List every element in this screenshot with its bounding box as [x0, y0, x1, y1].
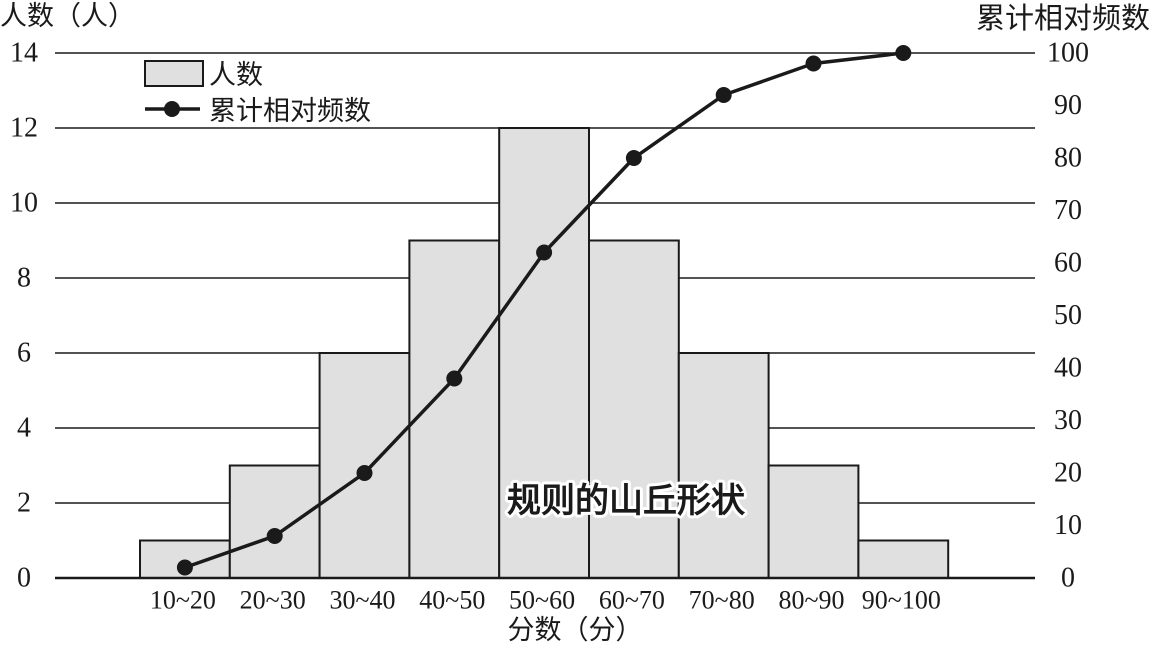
y-tick-label-8: 8: [17, 263, 31, 294]
bar-90-100: [857, 539, 950, 579]
y-axis-title: 人数（人）: [0, 1, 135, 31]
y2-tick-label-50: 50: [1054, 300, 1082, 331]
y2-tick-label-80: 80: [1054, 143, 1082, 174]
bar-20-30: [228, 464, 321, 579]
bar-80-90: [767, 464, 860, 579]
right-axis-tick-labels: 0 10 20 30 40 50 60 70 80 90 100: [1047, 38, 1089, 594]
legend-line-label: 累计相对频数: [209, 96, 371, 126]
y-tick-label-12: 12: [10, 113, 38, 144]
legend-line-marker: [164, 101, 180, 117]
x-tick-label-80-90: 80~90: [778, 586, 844, 615]
y-tick-label-2: 2: [17, 488, 31, 519]
legend-bar-label: 人数: [209, 60, 263, 90]
legend: 人数 累计相对频数: [144, 60, 371, 126]
y2-tick-label-40: 40: [1054, 353, 1082, 384]
cumulative-point-70-80: [715, 87, 732, 103]
y-tick-label-4: 4: [17, 413, 31, 444]
y-tick-label-14: 14: [10, 38, 38, 69]
y2-tick-label-0: 0: [1061, 563, 1075, 594]
x-tick-label-60-70: 60~70: [599, 586, 665, 615]
y2-tick-label-70: 70: [1054, 195, 1082, 226]
legend-bar-swatch: [144, 60, 204, 87]
y2-axis-title: 累计相对频数: [976, 2, 1150, 35]
cumulative-point-50-60: [536, 244, 553, 261]
x-axis-tick-labels: 10~20 20~30 30~40 40~50 50~60 60~70 70~80 80~90…: [150, 586, 941, 615]
x-tick-label-10-20: 10~20: [150, 586, 216, 615]
cumulative-point-60-70: [625, 150, 642, 166]
y-tick-label-6: 6: [17, 338, 31, 369]
bar-50-60: [498, 127, 591, 579]
cumulative-point-10-20: [176, 559, 193, 576]
chart-annotation: 规则的山丘形状: [507, 482, 746, 520]
x-axis-title: 分数（分）: [508, 615, 643, 645]
x-tick-label-40-50: 40~50: [419, 586, 485, 615]
y2-tick-label-20: 20: [1054, 458, 1082, 489]
x-tick-label-50-60: 50~60: [509, 586, 575, 615]
left-axis-tick-labels: 0 2 4 6 8 10 12 14: [10, 38, 38, 594]
y2-tick-label-100: 100: [1047, 38, 1089, 69]
y2-tick-label-90: 90: [1054, 90, 1082, 121]
y-tick-label-0: 0: [17, 563, 31, 594]
cumulative-point-90-100: [895, 45, 912, 61]
cumulative-frequency-series: [176, 45, 912, 576]
bar-60-70: [588, 239, 680, 579]
y2-tick-label-10: 10: [1054, 510, 1082, 541]
bar-70-80: [677, 352, 770, 579]
x-tick-label-90-100: 90~100: [862, 586, 941, 615]
x-tick-label-70-80: 70~80: [689, 586, 755, 615]
cumulative-point-80-90: [805, 55, 822, 72]
y-tick-label-10: 10: [10, 188, 38, 219]
cumulative-point-20-30: [266, 528, 283, 544]
y2-tick-label-30: 30: [1054, 405, 1082, 436]
x-tick-label-30-40: 30~40: [329, 586, 395, 615]
x-tick-label-20-30: 20~30: [240, 586, 306, 615]
y2-tick-label-60: 60: [1054, 248, 1082, 279]
cumulative-point-40-50: [446, 370, 463, 387]
cumulative-point-30-40: [356, 465, 373, 481]
